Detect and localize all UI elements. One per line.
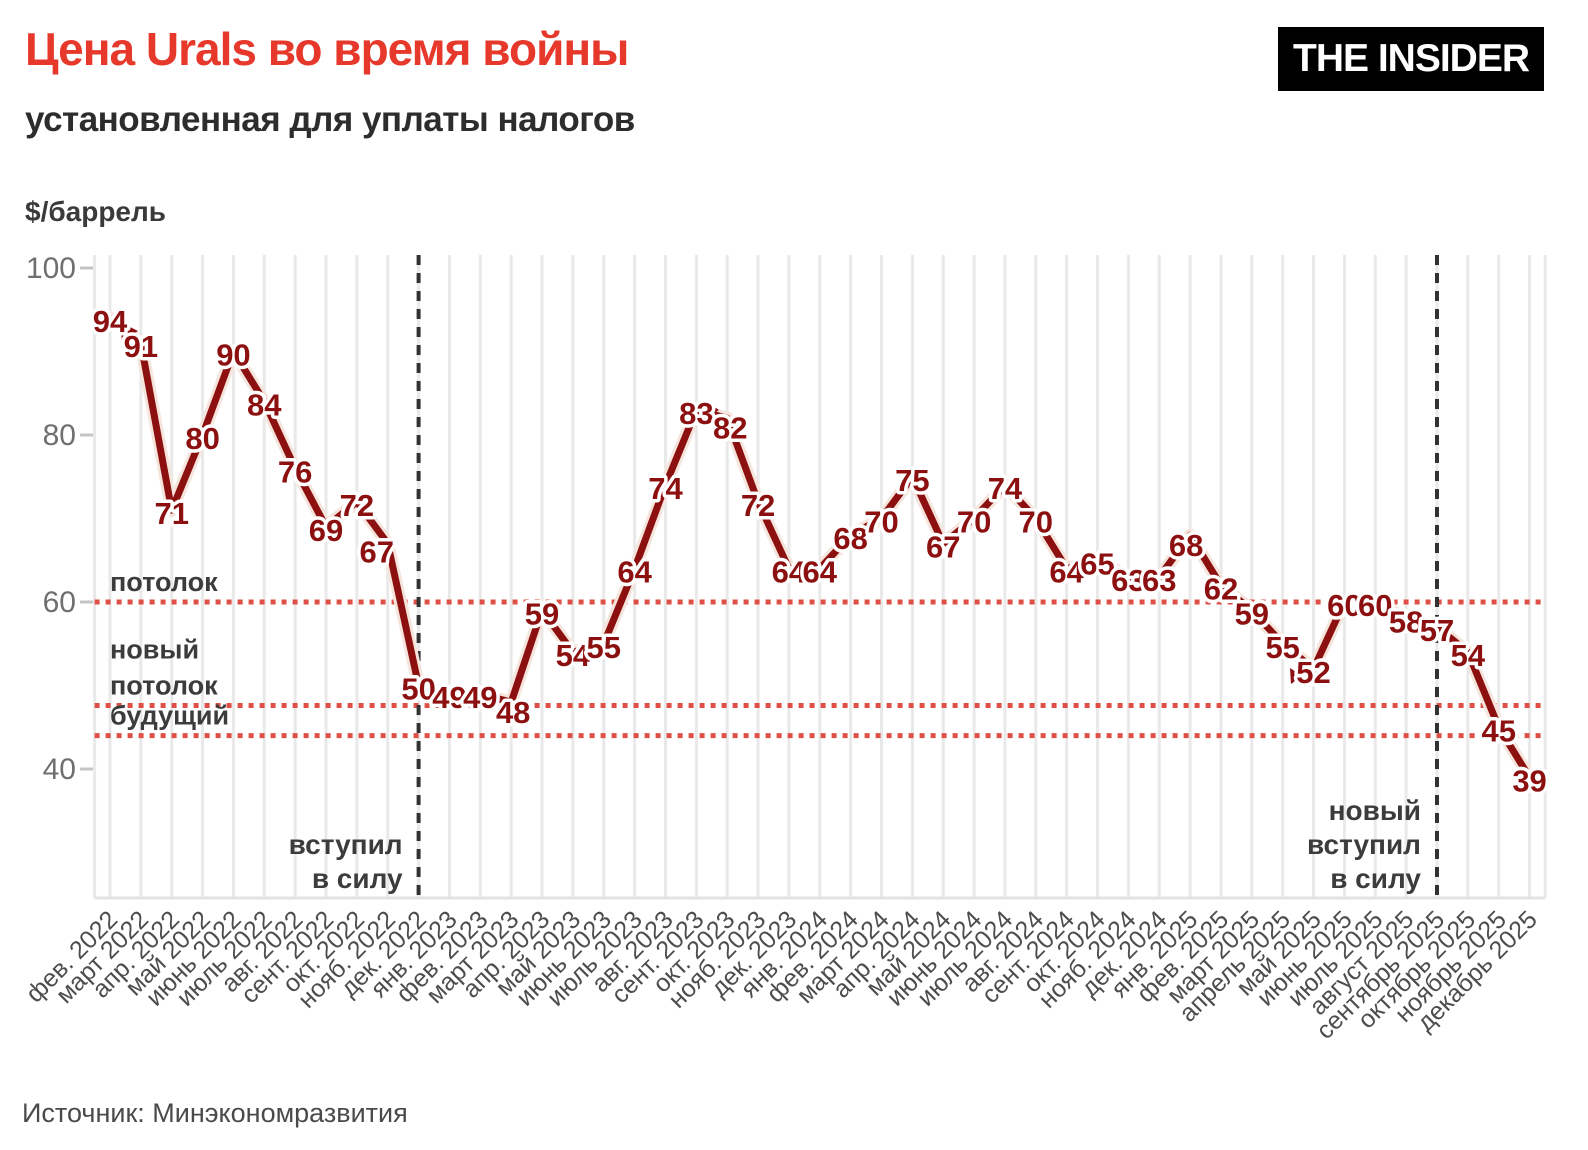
data-point-label: 70 [864, 505, 898, 540]
event-label: вступил [1307, 829, 1421, 860]
y-axis-tick-label: 80 [43, 419, 76, 452]
data-point-label: 90 [216, 338, 250, 373]
data-point-label: 69 [309, 513, 343, 548]
data-point-label: 65 [1080, 546, 1114, 581]
data-point-label: 71 [154, 496, 188, 531]
y-axis-tick-label: 40 [43, 753, 76, 786]
data-point-label: 91 [124, 329, 158, 364]
event-label: новый [1329, 795, 1421, 826]
label-leader-arrow [707, 402, 719, 417]
data-point-label: 60 [1358, 588, 1392, 623]
data-point-label: 70 [957, 505, 991, 540]
data-point-label: 45 [1481, 713, 1515, 748]
data-point-label: 72 [340, 488, 374, 523]
data-point-label: 72 [741, 488, 775, 523]
data-point-label: 68 [1169, 528, 1203, 563]
data-point-label: 48 [496, 695, 530, 730]
event-label: в силу [312, 863, 403, 894]
data-point-label: 68 [833, 521, 867, 556]
data-point-label: 58 [1389, 605, 1423, 640]
data-point-label: 54 [1451, 638, 1486, 673]
data-point-label: 64 [1049, 555, 1084, 590]
data-point-label: 94 [93, 304, 128, 339]
source-note: Источник: Минэкономразвития [22, 1098, 408, 1128]
data-point-label: 59 [525, 596, 559, 631]
price-cap-label-future-cap: будущий [110, 701, 229, 731]
data-point-label: 62 [1204, 571, 1238, 606]
data-point-label: 55 [587, 630, 621, 665]
price-cap-label-cap: потолок [110, 567, 218, 597]
data-point-label: 74 [988, 471, 1023, 506]
data-point-label: 80 [185, 421, 219, 456]
event-label: в силу [1330, 863, 1421, 894]
data-point-label: 83 [679, 396, 713, 431]
label-leader-arrow [1290, 668, 1302, 684]
price-cap-label-new-cap: новый [110, 635, 199, 665]
data-point-label: 64 [803, 555, 838, 590]
data-point-label: 55 [1265, 630, 1299, 665]
data-point-label: 63 [1142, 563, 1176, 598]
data-point-label: 49 [432, 680, 466, 715]
data-point-label: 75 [895, 463, 929, 498]
data-point-label: 82 [713, 410, 747, 445]
label-leader-arrow [120, 322, 138, 341]
data-point-label: 49 [463, 680, 497, 715]
data-point-label: 76 [278, 454, 312, 489]
page-title: Цена Urals во время войны [25, 23, 629, 75]
brand-logo: THE INSIDER [1278, 27, 1545, 91]
price-line [106, 314, 1534, 781]
event-label: вступил [289, 829, 403, 860]
y-axis-tick-label: 100 [26, 252, 76, 285]
page-subtitle: установленная для уплаты налогов [25, 100, 635, 139]
data-point-label: 74 [648, 471, 683, 506]
data-point-label: 63 [1111, 563, 1145, 598]
data-point-label: 50 [401, 672, 435, 707]
data-point-label: 70 [1019, 505, 1053, 540]
data-point-label: 39 [1512, 763, 1546, 798]
data-point-label: 60 [1327, 588, 1361, 623]
data-point-label: 64 [772, 555, 807, 590]
data-point-label: 84 [247, 388, 282, 423]
y-axis-tick-label: 60 [43, 586, 76, 619]
data-point-label: 57 [1420, 613, 1454, 648]
data-point-label: 64 [617, 555, 652, 590]
data-point-label: 59 [1235, 596, 1269, 631]
y-axis-unit-label: $/баррель [25, 196, 166, 227]
label-leader-arrow [1383, 604, 1395, 619]
price-cap-label-new-cap: потолок [110, 671, 218, 701]
data-point-label: 67 [359, 535, 393, 570]
data-point-label: 52 [1296, 655, 1330, 690]
data-point-label: 67 [926, 530, 960, 565]
data-point-label: 54 [556, 638, 591, 673]
